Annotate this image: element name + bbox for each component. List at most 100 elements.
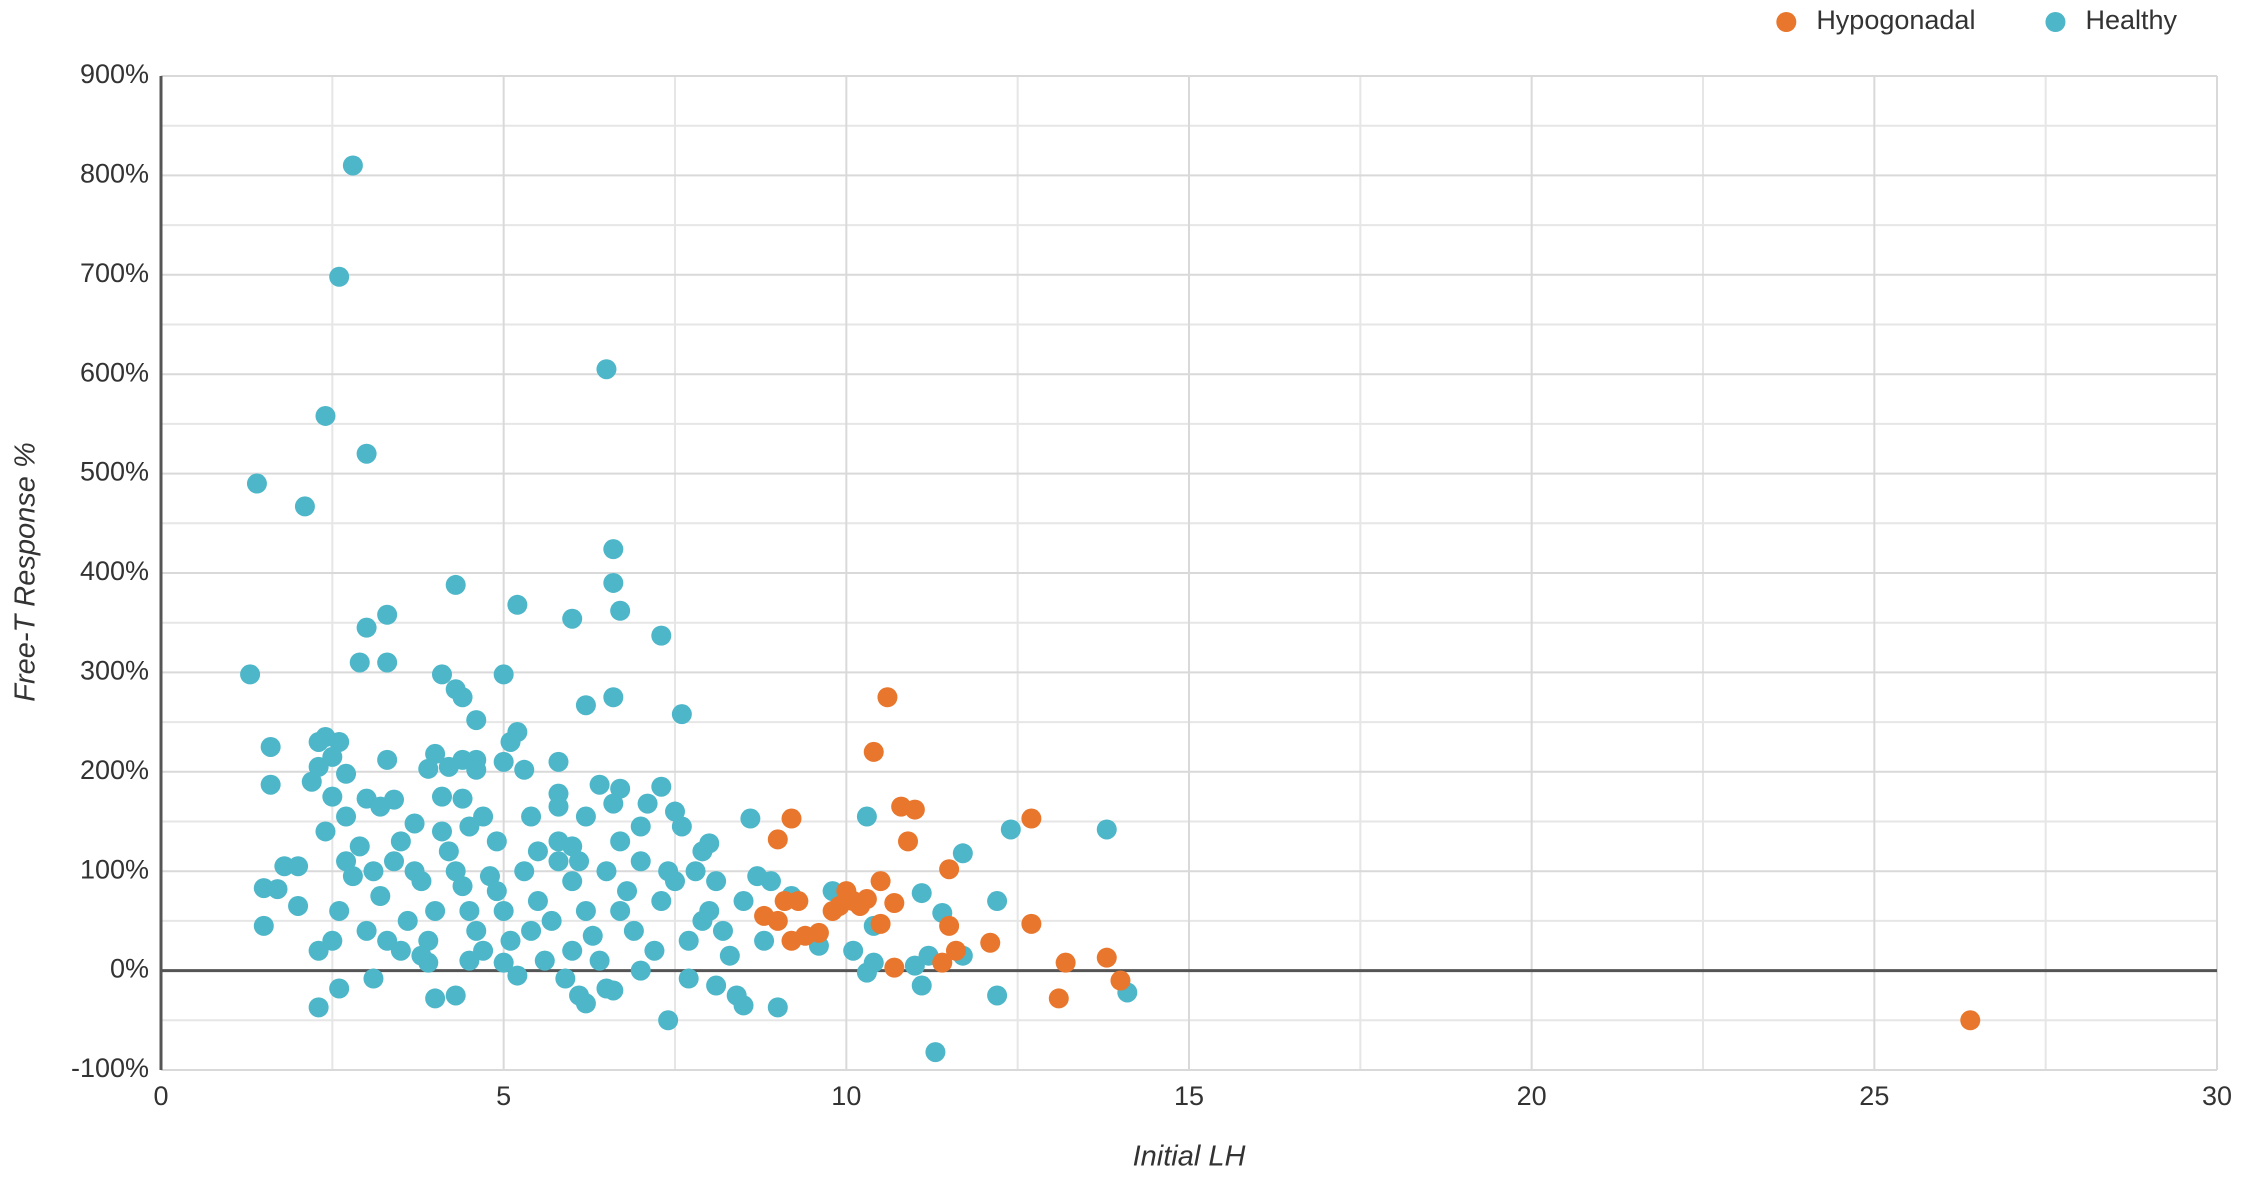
point [377, 652, 398, 673]
point [945, 940, 966, 961]
point [658, 1010, 679, 1031]
point [767, 829, 788, 850]
x-axis-title: Initial LH [1133, 1141, 1246, 1173]
point [911, 883, 932, 904]
point [767, 997, 788, 1018]
point [1960, 1010, 1981, 1031]
point [603, 793, 624, 814]
point [671, 704, 692, 725]
y-tick-label: 700% [80, 258, 149, 288]
point [575, 900, 596, 921]
point [589, 774, 610, 795]
x-tick-label: 20 [1517, 1081, 1547, 1111]
point [240, 664, 261, 685]
point [651, 776, 672, 797]
point [603, 539, 624, 560]
point [315, 405, 336, 426]
point [904, 955, 925, 976]
point [363, 968, 384, 989]
point [466, 710, 487, 731]
point [493, 751, 514, 772]
point [459, 900, 480, 921]
x-tick-label: 10 [831, 1081, 861, 1111]
point [288, 895, 309, 916]
point [603, 980, 624, 1001]
point [829, 895, 850, 916]
x-tick-label: 0 [153, 1081, 168, 1111]
point [562, 940, 583, 961]
point [452, 687, 473, 708]
point [562, 608, 583, 629]
point [246, 473, 267, 494]
point [294, 496, 315, 517]
point [925, 1042, 946, 1063]
point [260, 774, 281, 795]
point [630, 960, 651, 981]
point [329, 731, 350, 752]
point [788, 891, 809, 912]
point [527, 841, 548, 862]
point [747, 866, 768, 887]
point [521, 920, 542, 941]
point [603, 687, 624, 708]
point [767, 910, 788, 931]
point [425, 900, 446, 921]
point [870, 871, 891, 892]
legend-label[interactable]: Healthy [2085, 5, 2177, 35]
point [911, 975, 932, 996]
point [610, 831, 631, 852]
legend-label[interactable]: Hypogonadal [1816, 5, 1975, 35]
point [719, 945, 740, 966]
point [308, 997, 329, 1018]
point [754, 930, 775, 951]
point [1110, 970, 1131, 991]
point [706, 975, 727, 996]
point [431, 664, 452, 685]
point [418, 930, 439, 951]
point [952, 843, 973, 864]
point [329, 266, 350, 287]
point [712, 920, 733, 941]
point [781, 930, 802, 951]
point [658, 861, 679, 882]
point [349, 652, 370, 673]
point [452, 876, 473, 897]
point [308, 756, 329, 777]
point [596, 359, 617, 380]
point [870, 913, 891, 934]
point [603, 572, 624, 593]
legend-marker [2045, 12, 2066, 32]
point [288, 856, 309, 877]
point [493, 664, 514, 685]
point [267, 879, 288, 900]
y-tick-label: 500% [80, 457, 149, 487]
point [685, 861, 706, 882]
point [336, 851, 357, 872]
point [939, 859, 960, 880]
point [425, 988, 446, 1009]
point [610, 900, 631, 921]
y-tick-label: 600% [80, 357, 149, 387]
point [651, 625, 672, 646]
point [500, 930, 521, 951]
point [671, 816, 692, 837]
point [514, 759, 535, 780]
point [445, 574, 466, 595]
point [1096, 947, 1117, 968]
point [322, 786, 343, 807]
point [342, 866, 363, 887]
y-tick-label: 400% [80, 556, 149, 586]
point [863, 741, 884, 762]
point [527, 891, 548, 912]
point [425, 743, 446, 764]
point [322, 746, 343, 767]
point [466, 920, 487, 941]
point [575, 806, 596, 827]
point [898, 831, 919, 852]
point [987, 985, 1008, 1006]
point [939, 915, 960, 936]
point [630, 816, 651, 837]
point [377, 604, 398, 625]
point [479, 866, 500, 887]
point [404, 861, 425, 882]
